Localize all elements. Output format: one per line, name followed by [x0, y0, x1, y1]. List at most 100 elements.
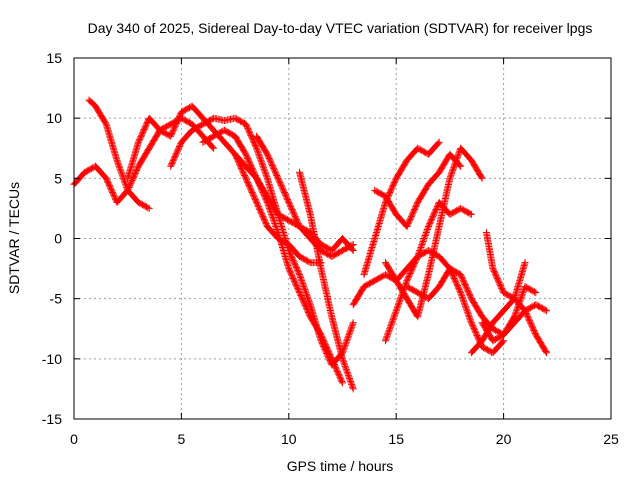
data-point-marker [519, 289, 527, 297]
data-point-marker [248, 134, 256, 142]
data-point-marker [428, 214, 436, 222]
data-point-marker [169, 127, 177, 135]
x-tick-label: 0 [70, 431, 78, 447]
data-point-marker [478, 174, 486, 182]
data-point-marker [242, 174, 250, 182]
data-point-marker [411, 206, 418, 213]
data-point-marker [457, 289, 465, 297]
data-point-marker [237, 164, 245, 172]
y-tick-label: 5 [54, 170, 62, 186]
data-point-marker [424, 223, 432, 230]
data-point-marker [383, 334, 390, 342]
data-point-marker [467, 317, 475, 325]
data-point-marker [459, 275, 466, 283]
data-point-marker [253, 176, 261, 184]
data-point-marker [517, 293, 525, 301]
data-point-marker [452, 277, 460, 285]
data-point-marker [137, 133, 145, 141]
data-point-marker [477, 173, 485, 181]
data-point-marker [295, 287, 303, 295]
data-point-marker [244, 126, 252, 134]
data-point-marker [209, 143, 217, 151]
data-point-marker [462, 283, 470, 291]
data-point-marker [320, 336, 327, 344]
data-point-marker [338, 378, 346, 385]
data-point-marker [346, 328, 354, 336]
data-point-marker [320, 338, 328, 346]
data-point-marker [448, 168, 456, 176]
data-point-marker [432, 206, 440, 213]
data-point-marker [328, 355, 336, 363]
x-tick-label: 15 [388, 431, 404, 447]
data-point-marker [332, 365, 340, 373]
data-point-marker [169, 128, 177, 136]
data-point-marker [388, 317, 396, 325]
data-point-marker [403, 223, 411, 230]
data-point-marker [387, 187, 394, 195]
data-point-marker [262, 220, 270, 228]
data-point-marker [348, 380, 356, 388]
data-point-marker [246, 183, 254, 191]
data-point-marker [459, 296, 467, 304]
data-point-marker [390, 179, 398, 187]
data-point-marker [256, 183, 264, 191]
data-point-marker [234, 157, 242, 165]
data-point-marker [141, 123, 149, 131]
data-point-marker [466, 292, 474, 300]
data-point-marker [543, 349, 551, 357]
data-point-marker [172, 120, 180, 127]
data-point-marker [261, 218, 269, 226]
data-point-marker [341, 361, 349, 369]
data-point-marker [128, 178, 135, 186]
data-point-marker [303, 304, 310, 312]
data-point-marker [335, 372, 343, 380]
data-point-marker [168, 160, 176, 167]
x-tick-label: 5 [178, 431, 186, 447]
data-point-marker [289, 256, 297, 264]
data-point-marker [531, 288, 538, 296]
data-point-marker [435, 138, 443, 146]
data-point-marker [291, 211, 298, 219]
data-point-marker [176, 141, 184, 149]
data-point-marker [414, 251, 422, 259]
data-point-marker [346, 376, 354, 384]
data-point-marker [387, 322, 395, 330]
data-point-marker [248, 164, 256, 172]
data-point-marker [466, 210, 474, 218]
data-point-marker [466, 290, 473, 298]
data-point-marker [511, 310, 519, 318]
data-point-marker [393, 305, 401, 313]
data-point-marker [458, 273, 466, 281]
data-point-marker [260, 191, 268, 199]
data-point-marker [461, 301, 469, 309]
data-point-marker [114, 159, 122, 167]
data-point-marker [261, 193, 269, 201]
data-point-marker [416, 247, 424, 254]
data-point-marker [417, 242, 425, 250]
data-point-marker [255, 203, 262, 211]
chart-title: Day 340 of 2025, Sidereal Day-to-day VTE… [88, 20, 593, 36]
y-tick-label: -5 [50, 291, 63, 307]
y-tick-label: 15 [46, 50, 62, 66]
data-point-marker [521, 259, 529, 267]
data-point-marker [345, 373, 353, 381]
data-point-marker [245, 157, 253, 165]
data-point-marker [471, 327, 479, 335]
data-point-marker [349, 385, 357, 393]
data-point-marker [299, 297, 307, 305]
data-point-marker [394, 301, 402, 309]
data-point-marker [287, 203, 295, 211]
data-point-marker [343, 335, 351, 343]
data-point-marker [516, 296, 524, 304]
data-point-marker [290, 210, 298, 218]
data-point-marker [349, 247, 357, 254]
data-point-marker [541, 306, 549, 314]
x-tick-labels: 0 5 10 15 20 25 [70, 431, 619, 447]
data-point-marker [433, 204, 441, 212]
data-point-marker [258, 210, 266, 218]
data-point-marker [390, 314, 397, 322]
data-point-marker [141, 124, 149, 132]
data-point-marker [385, 326, 393, 334]
data-point-marker [491, 269, 499, 277]
data-point-marker [234, 156, 242, 164]
